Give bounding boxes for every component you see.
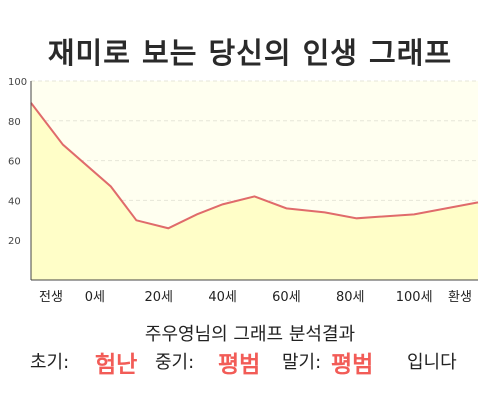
- y-tick-label: 100: [8, 77, 27, 88]
- mid-value: 평범: [218, 352, 261, 378]
- x-tick-label: 40세: [208, 290, 237, 305]
- y-tick-labels: 20 40 60 80 100: [8, 77, 27, 247]
- early-value: 험난: [95, 352, 138, 378]
- early-label: 초기:: [30, 352, 70, 373]
- late-label: 말기:: [282, 352, 322, 373]
- y-tick-label: 40: [8, 196, 21, 207]
- area-fill: [31, 102, 478, 280]
- x-tick-labels: 전생 0세 20세 40세 60세 80세 100세 환생: [39, 290, 472, 305]
- x-tick-label: 0세: [85, 290, 105, 305]
- y-tick-label: 20: [8, 236, 21, 247]
- x-tick-label: 100세: [396, 290, 433, 305]
- y-tick-label: 60: [8, 157, 21, 168]
- ending-text: 입니다: [407, 352, 457, 373]
- x-tick-label: 환생: [448, 290, 472, 305]
- x-tick-label: 80세: [336, 290, 365, 305]
- mid-label: 중기:: [155, 352, 195, 373]
- x-tick-label: 60세: [272, 290, 301, 305]
- series-line: [30, 102, 479, 230]
- x-tick-label: 전생: [39, 290, 63, 305]
- y-tick-label: 80: [8, 117, 21, 128]
- page-title: 재미로 보는 당신의 인생 그래프: [47, 36, 453, 70]
- late-value: 평범: [331, 352, 374, 378]
- summary-heading: 주우영님의 그래프 분석결과: [144, 324, 356, 345]
- x-tick-label: 20세: [144, 290, 173, 305]
